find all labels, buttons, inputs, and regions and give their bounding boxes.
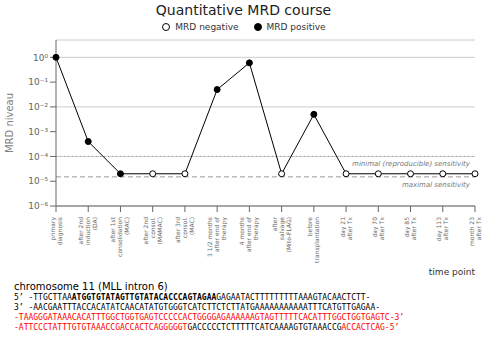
svg-text:after 1stconsolidation(MAC): after 1stconsolidation(MAC) [109, 216, 130, 257]
svg-text:day 113after Tx: day 113after Tx [435, 217, 449, 242]
svg-text:10⁻¹: 10⁻¹ [28, 77, 48, 87]
html-text:MRD negative: MRD negative [175, 22, 239, 32]
svg-text:month 23after Tx: month 23after Tx [468, 217, 480, 246]
html-text:3’ -AACGAATTTACCACATATCAACATAT: 3’ -AACGAATTTACCACATATCAACATATGTGGGTCATC… [14, 303, 380, 312]
html-text:-ATTCCCTATTTGTGTAAACCGACCACTCA: -ATTCCCTATTTGTGTAAACCGACCACTCAGGGGGT GAC… [14, 323, 400, 332]
html-text:Quantitative MRD course: Quantitative MRD course [155, 2, 332, 18]
svg-text:10⁻⁵: 10⁻⁵ [28, 176, 48, 186]
svg-text:aftersalvage(Mito-FLAG): aftersalvage(Mito-FLAG) [271, 216, 292, 252]
svg-text:4 monthsafter end oftherapy: 4 monthsafter end oftherapy [238, 216, 260, 252]
html-text:chromosome 11 (MLL intron 6): chromosome 11 (MLL intron 6) [14, 281, 168, 292]
svg-text:10⁻⁶: 10⁻⁶ [28, 201, 48, 211]
svg-text:maximal sensitivity: maximal sensitivity [402, 181, 471, 189]
html-text:MRD positive: MRD positive [266, 22, 326, 32]
svg-text:after 2ndconsol.(MAMAC): after 2ndconsol.(MAMAC) [142, 217, 163, 245]
svg-text:MRD niveau: MRD niveau [8, 93, 15, 153]
svg-text:after 3rdconsol.(MAC): after 3rdconsol.(MAC) [174, 217, 195, 243]
svg-text:day 70after Tx: day 70after Tx [371, 217, 385, 241]
html-text:-TAAGGGATAAACACATTTGGCTGGTGAGT: -TAAGGGATAAACACATTTGGCTGGTGAGTCCCCCACTGG… [14, 313, 405, 322]
svg-text:day 85after Tx: day 85after Tx [403, 217, 417, 241]
svg-text:10⁻³: 10⁻³ [28, 127, 48, 137]
svg-text:10⁻⁴: 10⁻⁴ [28, 152, 48, 162]
svg-text:beforetransplantation: beforetransplantation [306, 217, 321, 263]
html-text:5’ -TTGCTTAA ATGGTGTATAGTTGTAT: 5’ -TTGCTTAA ATGGTGTATAGTTGTATACACCCAGTA… [14, 293, 371, 302]
svg-text:day 21after Tx: day 21after Tx [339, 217, 353, 241]
svg-text:primarydiagnosis: primarydiagnosis [49, 217, 64, 246]
svg-text:minimal (reproducible) sensiti: minimal (reproducible) sensitivity [352, 160, 471, 168]
html-text:time point: time point [428, 267, 475, 277]
svg-text:10⁰: 10⁰ [33, 53, 48, 63]
svg-text:after 2ndinduction(DA): after 2ndinduction(DA) [77, 217, 98, 245]
svg-text:3 1/2 monthsafter end oftherap: 3 1/2 monthsafter end oftherapy [206, 216, 228, 257]
svg-text:10⁻²: 10⁻² [28, 102, 48, 112]
